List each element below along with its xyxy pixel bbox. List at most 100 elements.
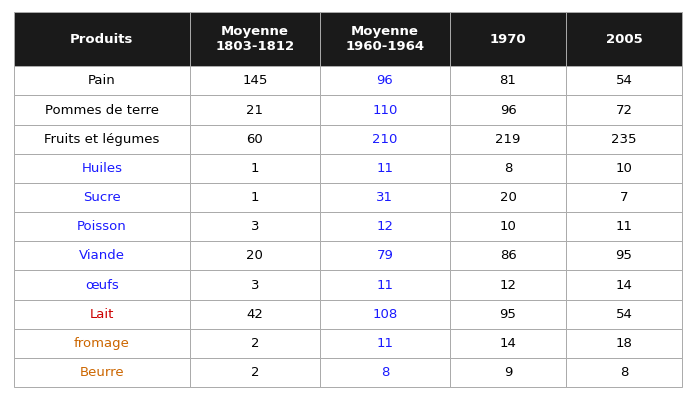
Bar bbox=[320, 299, 450, 329]
Text: 10: 10 bbox=[616, 162, 633, 175]
Text: 9: 9 bbox=[504, 366, 512, 379]
Bar bbox=[190, 329, 320, 358]
Bar bbox=[566, 212, 682, 241]
Bar bbox=[190, 299, 320, 329]
Bar bbox=[14, 183, 190, 212]
Bar bbox=[14, 96, 190, 124]
Bar bbox=[450, 154, 566, 183]
Text: 235: 235 bbox=[611, 133, 637, 146]
Text: 96: 96 bbox=[500, 103, 516, 117]
Text: Moyenne
1960-1964: Moyenne 1960-1964 bbox=[345, 25, 425, 53]
Bar bbox=[320, 241, 450, 271]
Text: 20: 20 bbox=[500, 191, 516, 204]
Bar bbox=[566, 124, 682, 154]
Bar bbox=[14, 124, 190, 154]
Text: 8: 8 bbox=[381, 366, 389, 379]
Text: 11: 11 bbox=[377, 337, 393, 350]
Text: 86: 86 bbox=[500, 249, 516, 262]
Text: 1: 1 bbox=[251, 191, 259, 204]
Bar bbox=[450, 183, 566, 212]
Bar bbox=[450, 358, 566, 387]
Text: 21: 21 bbox=[246, 103, 263, 117]
Bar bbox=[190, 358, 320, 387]
Text: 42: 42 bbox=[246, 308, 263, 321]
Text: 95: 95 bbox=[616, 249, 633, 262]
Text: 11: 11 bbox=[377, 162, 393, 175]
Bar bbox=[450, 124, 566, 154]
Bar bbox=[450, 329, 566, 358]
Text: 8: 8 bbox=[504, 162, 512, 175]
Bar bbox=[190, 66, 320, 96]
Bar bbox=[320, 154, 450, 183]
Text: Viande: Viande bbox=[79, 249, 125, 262]
Bar bbox=[190, 154, 320, 183]
Text: 12: 12 bbox=[377, 220, 393, 233]
Text: 108: 108 bbox=[372, 308, 397, 321]
Bar bbox=[320, 12, 450, 66]
Text: Pain: Pain bbox=[88, 74, 116, 87]
Bar bbox=[14, 299, 190, 329]
Text: 2: 2 bbox=[251, 337, 259, 350]
Text: 210: 210 bbox=[372, 133, 397, 146]
Text: 14: 14 bbox=[616, 278, 633, 292]
Text: Poisson: Poisson bbox=[77, 220, 127, 233]
Text: Sucre: Sucre bbox=[83, 191, 120, 204]
Bar bbox=[450, 12, 566, 66]
Text: Lait: Lait bbox=[90, 308, 114, 321]
Bar bbox=[14, 329, 190, 358]
Bar bbox=[14, 12, 190, 66]
Bar bbox=[566, 358, 682, 387]
Bar bbox=[190, 241, 320, 271]
Bar bbox=[190, 124, 320, 154]
Text: 10: 10 bbox=[500, 220, 516, 233]
Text: 60: 60 bbox=[246, 133, 263, 146]
Text: 81: 81 bbox=[500, 74, 516, 87]
Text: 12: 12 bbox=[500, 278, 516, 292]
Text: 219: 219 bbox=[496, 133, 521, 146]
Text: 2: 2 bbox=[251, 366, 259, 379]
Bar bbox=[14, 154, 190, 183]
Bar bbox=[566, 66, 682, 96]
Bar bbox=[14, 212, 190, 241]
Text: 95: 95 bbox=[500, 308, 516, 321]
Text: 54: 54 bbox=[616, 74, 633, 87]
Text: 3: 3 bbox=[251, 278, 259, 292]
Bar bbox=[320, 271, 450, 299]
Bar bbox=[190, 183, 320, 212]
Bar bbox=[14, 271, 190, 299]
Bar bbox=[14, 358, 190, 387]
Bar bbox=[566, 329, 682, 358]
Text: 31: 31 bbox=[377, 191, 393, 204]
Bar bbox=[320, 329, 450, 358]
Bar bbox=[450, 241, 566, 271]
Text: Produits: Produits bbox=[70, 32, 134, 45]
Bar bbox=[566, 96, 682, 124]
Text: Huiles: Huiles bbox=[81, 162, 122, 175]
Bar bbox=[566, 183, 682, 212]
Bar bbox=[14, 66, 190, 96]
Bar bbox=[320, 212, 450, 241]
Bar bbox=[450, 66, 566, 96]
Bar bbox=[566, 154, 682, 183]
Text: 11: 11 bbox=[377, 278, 393, 292]
Bar bbox=[14, 241, 190, 271]
Bar bbox=[566, 271, 682, 299]
Text: fromage: fromage bbox=[74, 337, 129, 350]
Text: 14: 14 bbox=[500, 337, 516, 350]
Bar bbox=[566, 299, 682, 329]
Bar bbox=[450, 96, 566, 124]
Text: 7: 7 bbox=[620, 191, 628, 204]
Bar bbox=[190, 12, 320, 66]
Bar bbox=[566, 12, 682, 66]
Bar bbox=[320, 358, 450, 387]
Bar bbox=[566, 241, 682, 271]
Bar bbox=[190, 212, 320, 241]
Text: 11: 11 bbox=[615, 220, 633, 233]
Text: 20: 20 bbox=[246, 249, 263, 262]
Bar bbox=[450, 271, 566, 299]
Text: 72: 72 bbox=[615, 103, 633, 117]
Text: Beurre: Beurre bbox=[79, 366, 124, 379]
Bar bbox=[450, 299, 566, 329]
Text: 1: 1 bbox=[251, 162, 259, 175]
Text: Pommes de terre: Pommes de terre bbox=[45, 103, 159, 117]
